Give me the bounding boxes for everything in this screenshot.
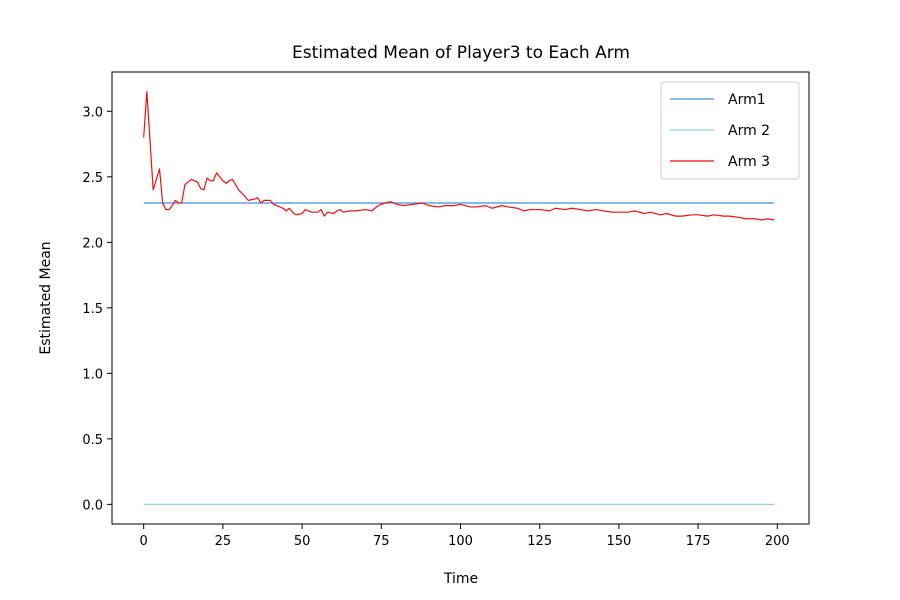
x-axis-label: Time xyxy=(443,571,478,587)
y-tick-label: 1.5 xyxy=(82,302,103,317)
legend-label-2: Arm 2 xyxy=(728,123,770,139)
x-tick-label: 200 xyxy=(765,534,790,549)
y-tick-label: 0.5 xyxy=(82,433,103,448)
legend: Arm1 Arm 2 Arm 3 xyxy=(660,81,800,180)
chart-title: Estimated Mean of Player3 to Each Arm xyxy=(292,43,630,63)
x-tick-label: 50 xyxy=(294,534,311,549)
x-tick-label: 0 xyxy=(140,534,148,549)
x-tick-label: 125 xyxy=(527,534,552,549)
y-tick-label: 0.0 xyxy=(82,498,103,513)
y-axis: 0.0 0.5 1.0 1.5 2.0 2.5 3.0 xyxy=(82,105,112,513)
x-tick-label: 100 xyxy=(448,534,473,549)
plot-lines xyxy=(143,91,775,506)
legend-label-1: Arm1 xyxy=(728,92,766,108)
y-tick-label: 1.0 xyxy=(82,367,103,382)
x-tick-label: 175 xyxy=(686,534,711,549)
series-line-3 xyxy=(143,91,775,221)
x-tick-label: 150 xyxy=(606,534,631,549)
x-axis: 0 25 50 75 100 125 150 175 200 xyxy=(140,524,790,549)
y-tick-label: 2.0 xyxy=(82,236,103,251)
y-tick-label: 3.0 xyxy=(82,105,103,120)
y-tick-label: 2.5 xyxy=(82,171,103,186)
legend-box xyxy=(660,81,800,180)
legend-label-3: Arm 3 xyxy=(728,154,770,170)
x-tick-label: 25 xyxy=(215,534,232,549)
y-axis-label: Estimated Mean xyxy=(38,241,54,354)
x-tick-label: 75 xyxy=(373,534,390,549)
